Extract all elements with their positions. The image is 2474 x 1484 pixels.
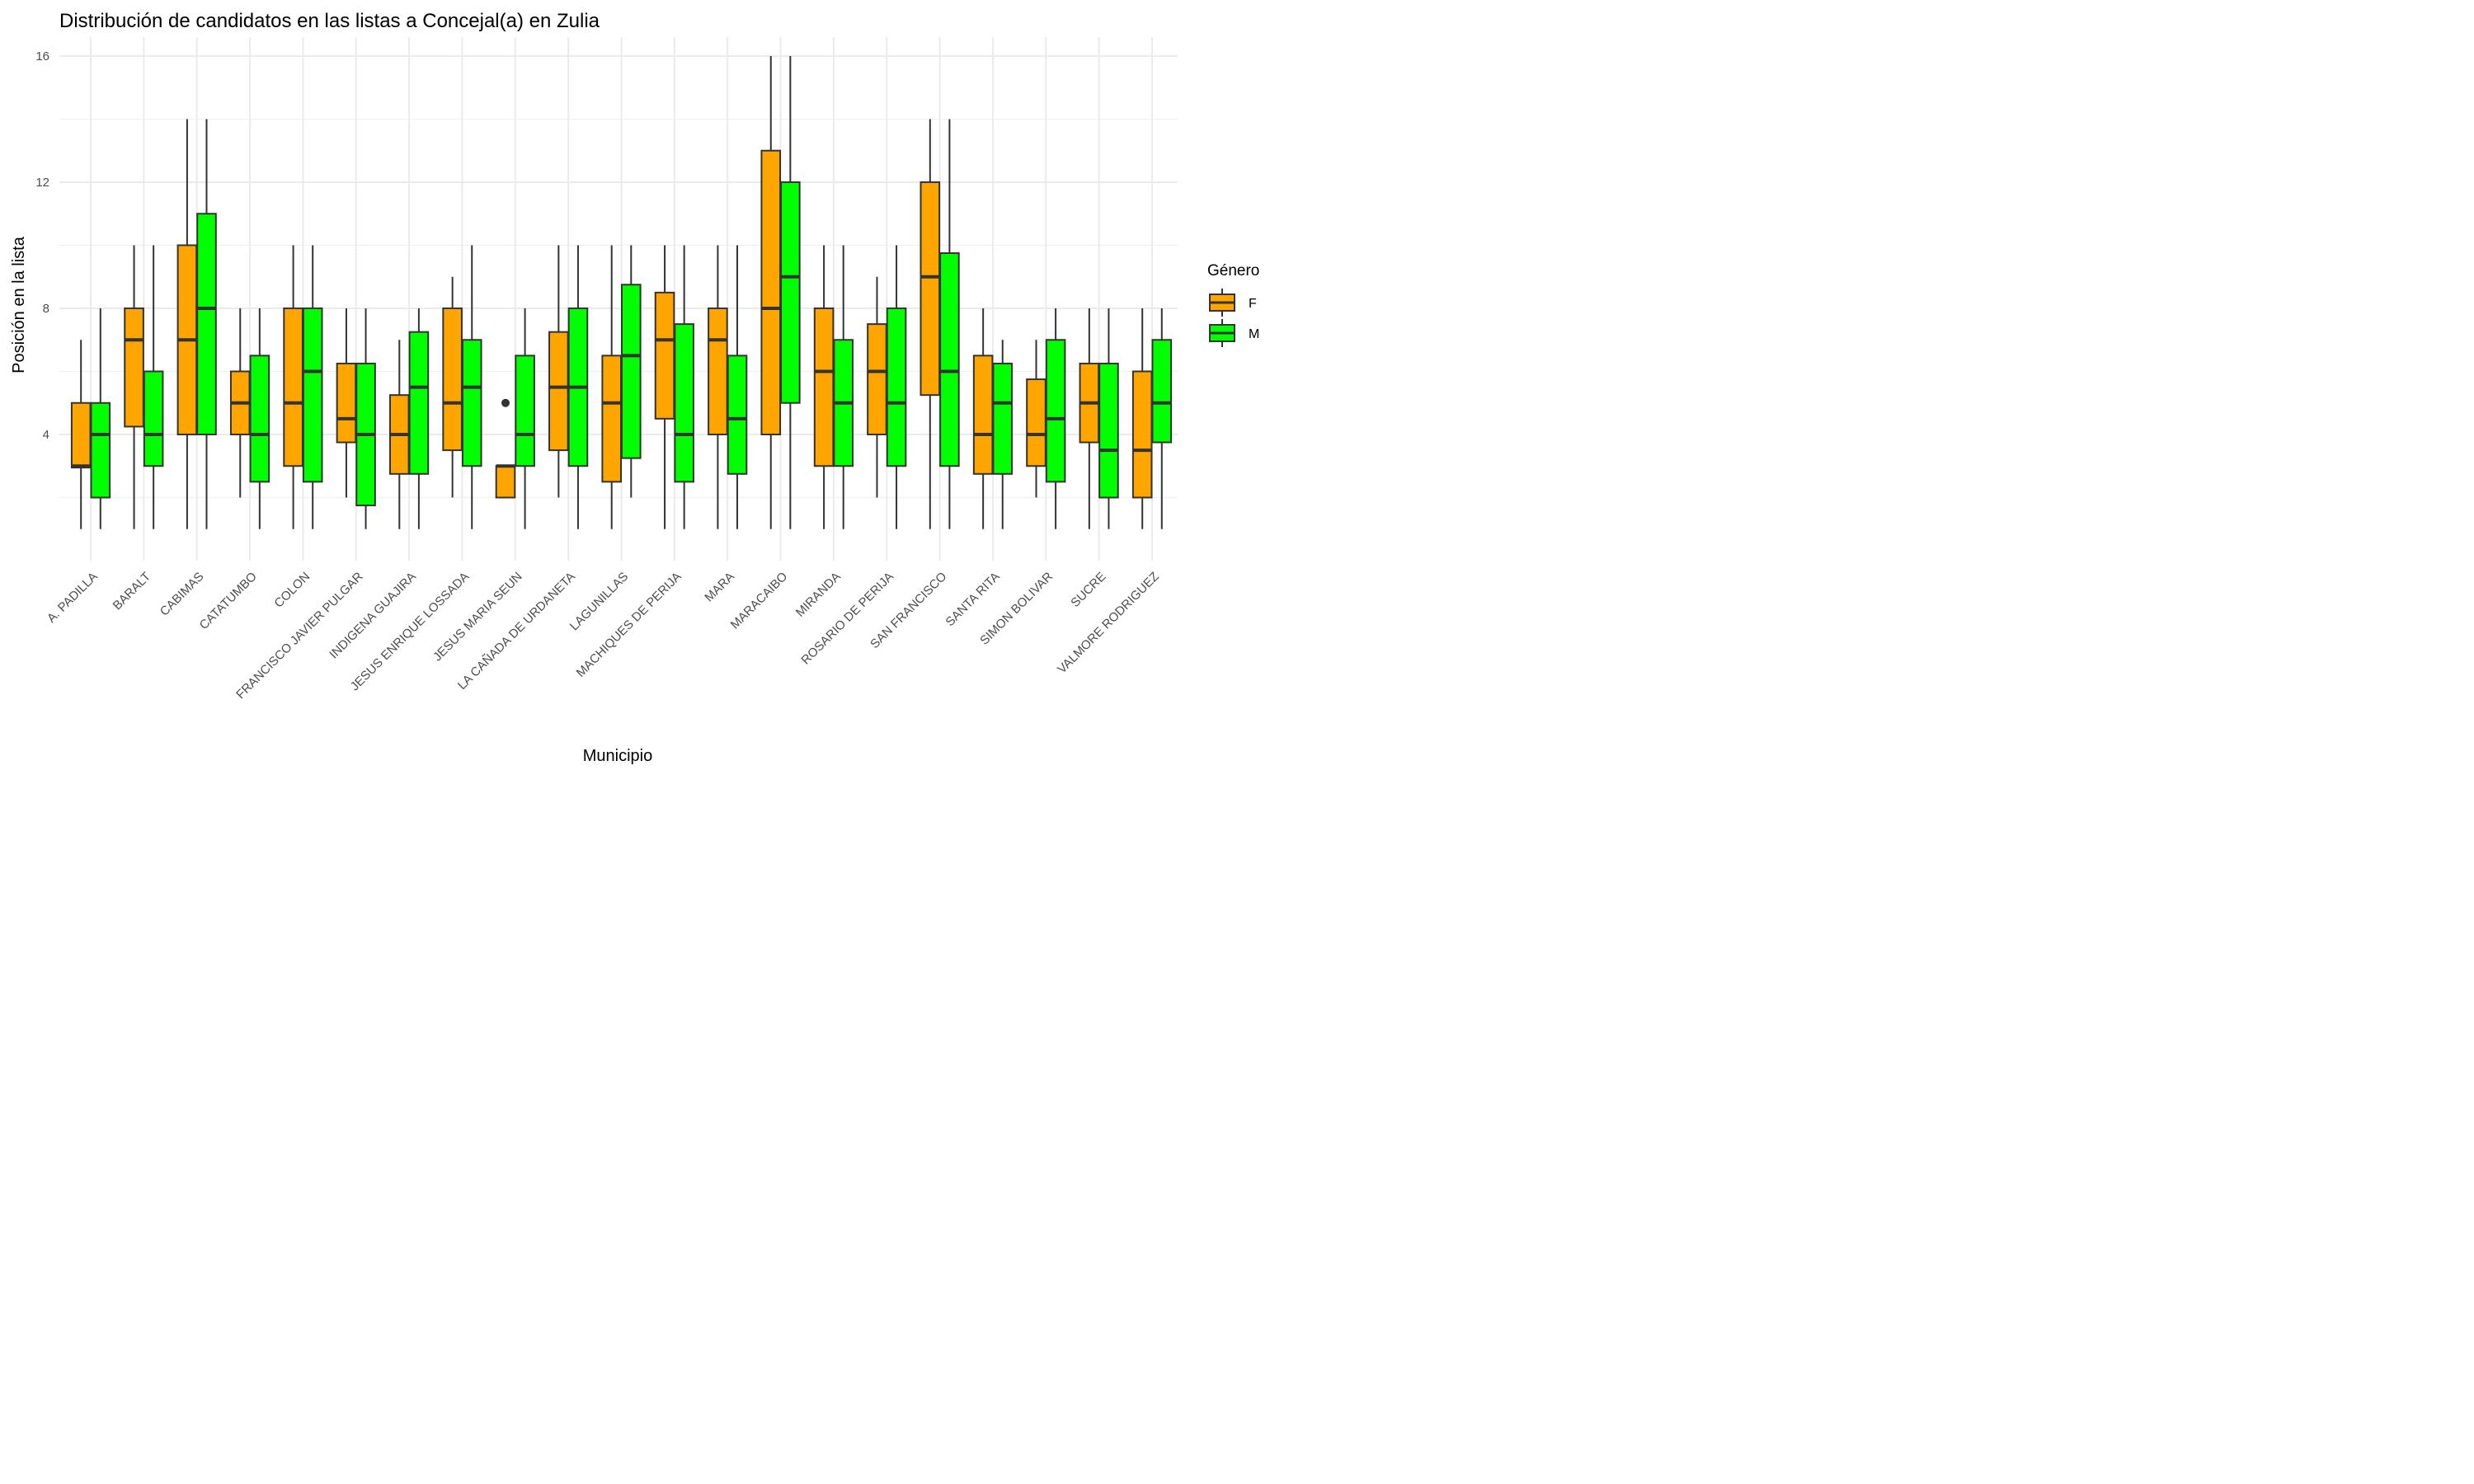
series-M (90, 55, 1173, 529)
box (920, 181, 941, 397)
legend-keys: FM (1209, 289, 1259, 347)
legend-key-F: F (1209, 289, 1257, 317)
series-F (70, 55, 1153, 529)
legend-title: Género (1207, 262, 1259, 279)
box (196, 213, 217, 435)
box (939, 252, 960, 467)
box (760, 149, 782, 435)
legend: Género FM (1207, 262, 1259, 347)
box (992, 362, 1014, 475)
box (442, 307, 463, 452)
box (654, 291, 675, 420)
chart-title: Distribución de candidatos en las listas… (59, 10, 600, 32)
box (780, 181, 801, 404)
y-tick-label: 12 (35, 176, 49, 190)
y-tick-label: 16 (35, 49, 49, 63)
outlier-point (501, 398, 510, 407)
y-tick-label: 4 (43, 428, 49, 442)
chart-container: Distribución de candidatos en las listas… (0, 0, 1286, 772)
box (1045, 339, 1066, 483)
legend-label-M: M (1249, 327, 1259, 341)
box (1026, 378, 1047, 467)
box (867, 323, 887, 435)
legend-key-M: M (1209, 319, 1259, 347)
boxplot-chart: Distribución de candidatos en las listas… (0, 0, 1286, 772)
box (283, 307, 303, 467)
box (727, 355, 748, 475)
box (249, 355, 270, 483)
box (90, 402, 111, 499)
box (70, 402, 92, 469)
box (601, 355, 623, 483)
box (1098, 362, 1119, 499)
box (708, 307, 728, 435)
box (1131, 370, 1153, 499)
box (515, 355, 535, 467)
box (302, 307, 323, 483)
box (972, 355, 994, 475)
box (1151, 339, 1173, 444)
box (813, 307, 835, 467)
box (621, 284, 642, 459)
box (495, 465, 516, 499)
x-axis-title: Municipio (583, 747, 652, 765)
y-tick-labels: 4 8 12 16 (35, 49, 49, 442)
box (674, 323, 694, 483)
box-series (70, 55, 1173, 529)
y-tick-label: 8 (43, 302, 49, 316)
box (461, 339, 482, 467)
box (124, 307, 144, 428)
y-axis-title: Posición en la lista (10, 236, 28, 373)
box (336, 362, 357, 444)
legend-label-F: F (1249, 297, 1257, 311)
box (886, 307, 907, 467)
box (143, 370, 164, 467)
box (548, 331, 569, 452)
box (408, 331, 430, 475)
